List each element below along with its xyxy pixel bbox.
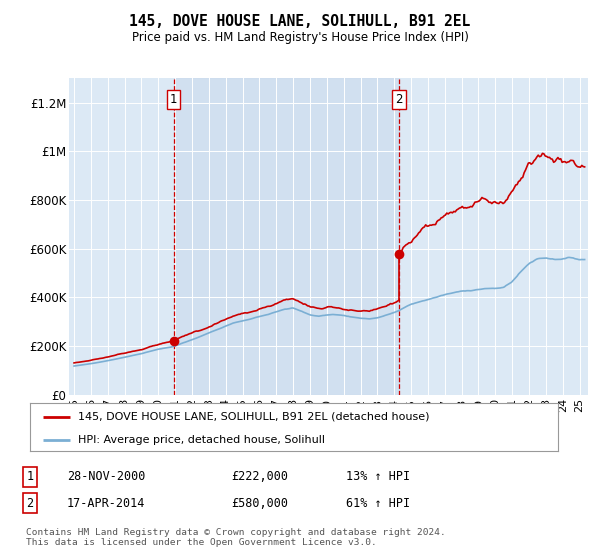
Text: 2: 2 <box>395 93 403 106</box>
Text: 145, DOVE HOUSE LANE, SOLIHULL, B91 2EL: 145, DOVE HOUSE LANE, SOLIHULL, B91 2EL <box>130 14 470 29</box>
Text: 28-NOV-2000: 28-NOV-2000 <box>67 470 145 483</box>
Bar <box>173 78 399 395</box>
Text: 61% ↑ HPI: 61% ↑ HPI <box>346 497 410 510</box>
Text: 1: 1 <box>26 470 34 483</box>
Text: 145, DOVE HOUSE LANE, SOLIHULL, B91 2EL (detached house): 145, DOVE HOUSE LANE, SOLIHULL, B91 2EL … <box>77 412 429 422</box>
Text: £222,000: £222,000 <box>231 470 288 483</box>
Text: 1: 1 <box>170 93 178 106</box>
Text: 17-APR-2014: 17-APR-2014 <box>67 497 145 510</box>
Text: Contains HM Land Registry data © Crown copyright and database right 2024.
This d: Contains HM Land Registry data © Crown c… <box>26 528 446 548</box>
Text: £580,000: £580,000 <box>231 497 288 510</box>
Text: Price paid vs. HM Land Registry's House Price Index (HPI): Price paid vs. HM Land Registry's House … <box>131 31 469 44</box>
Text: 2: 2 <box>26 497 34 510</box>
Text: 13% ↑ HPI: 13% ↑ HPI <box>346 470 410 483</box>
Text: HPI: Average price, detached house, Solihull: HPI: Average price, detached house, Soli… <box>77 435 325 445</box>
